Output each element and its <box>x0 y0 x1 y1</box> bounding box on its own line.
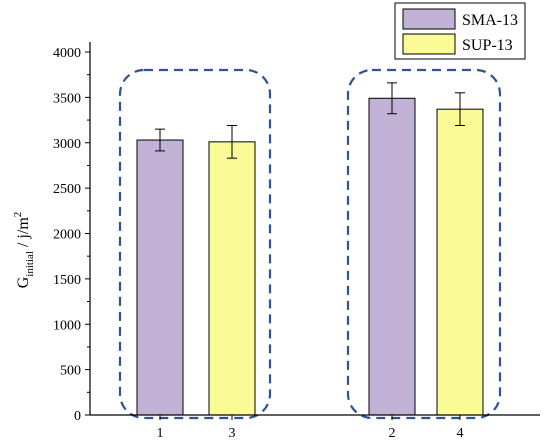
y-tick-label-1500: 1500 <box>53 273 81 288</box>
group-outline-2 <box>346 68 502 420</box>
y-tick-label-2500: 2500 <box>53 182 81 197</box>
y-axis-title: Ginitial / j/m2 <box>12 212 36 289</box>
error-bar-2 <box>387 82 397 115</box>
bar-3 <box>208 141 256 416</box>
error-bar-1 <box>155 128 165 152</box>
legend: SMA-13 SUP-13 <box>394 2 526 60</box>
x-tick-label-1: 1 <box>157 426 164 441</box>
x-tick-label-3: 3 <box>229 426 236 441</box>
error-bars-layer <box>155 82 465 159</box>
y-tick-label-3000: 3000 <box>53 137 81 152</box>
legend-label-sma13: SMA-13 <box>462 12 518 29</box>
legend-label-sup13: SUP-13 <box>462 37 513 54</box>
legend-swatch-sma13 <box>402 8 456 30</box>
y-tick-label-4000: 4000 <box>53 46 81 61</box>
legend-swatch-sup13 <box>402 33 456 55</box>
y-ticks: 0 500 1000 1500 2000 2500 3000 3500 4000 <box>53 46 90 424</box>
y-tick-label-2000: 2000 <box>53 228 81 243</box>
y-tick-label-1000: 1000 <box>53 318 81 333</box>
x-ticks: 1 3 2 4 <box>157 415 464 441</box>
x-tick-label-2: 2 <box>389 426 396 441</box>
bar-1 <box>136 139 184 416</box>
bar-2 <box>368 97 416 416</box>
error-bar-4 <box>455 92 465 127</box>
error-bar-3 <box>227 125 237 159</box>
x-tick-label-4: 4 <box>457 426 464 441</box>
y-tick-label-3500: 3500 <box>53 91 81 106</box>
y-tick-label-0: 0 <box>74 409 81 424</box>
bar-4 <box>436 108 484 416</box>
group-outline-1 <box>118 68 272 420</box>
group-outlines <box>118 68 502 420</box>
bars-layer <box>136 97 484 416</box>
axes <box>89 42 540 416</box>
y-tick-label-500: 500 <box>60 364 81 379</box>
